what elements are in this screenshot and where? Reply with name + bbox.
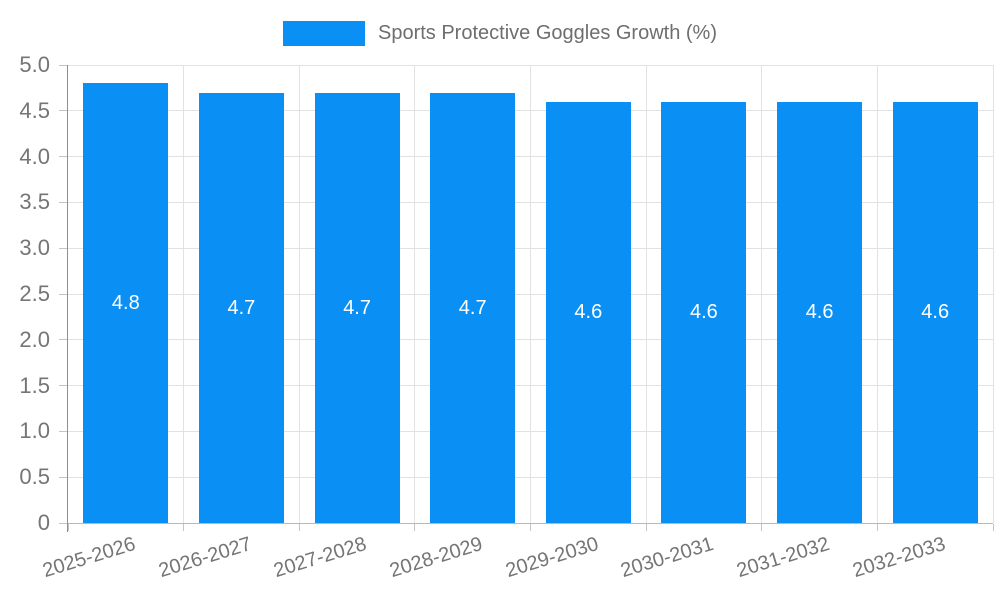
gridline-vertical: [298, 65, 300, 523]
y-axis-label: 0: [37, 510, 50, 535]
bar-value-label: 4.8: [111, 292, 140, 315]
x-axis-tick: [183, 524, 185, 531]
bar[interactable]: 4.7: [198, 92, 284, 523]
x-axis-tick: [530, 524, 531, 531]
bar-value-label: 4.6: [689, 301, 718, 324]
x-axis-label: 2025-2026: [40, 533, 139, 583]
x-axis-tick: [298, 524, 300, 531]
x-axis-label: 2031-2032: [734, 533, 832, 583]
gridline-vertical: [183, 65, 185, 523]
bar[interactable]: 4.6: [661, 101, 747, 523]
y-axis-label: 0.5: [19, 464, 50, 490]
x-axis-tick: [414, 524, 416, 531]
bar-value-label: 4.6: [574, 301, 603, 324]
y-axis-line: [67, 65, 68, 532]
bar[interactable]: 4.7: [314, 92, 400, 523]
gridline-vertical: [414, 65, 416, 523]
legend[interactable]: Sports Protective Goggles Growth (%): [0, 21, 1000, 46]
bar-value-label: 4.7: [343, 296, 371, 319]
bar-value-label: 4.6: [921, 301, 950, 324]
y-axis-label: 1.5: [19, 372, 50, 398]
bar-value-label: 4.7: [458, 296, 487, 319]
x-axis-tick: [876, 524, 878, 531]
y-axis-tick: [59, 430, 67, 432]
bar[interactable]: 4.6: [545, 101, 631, 523]
x-axis-tick: [645, 524, 647, 531]
y-axis-tick: [59, 201, 67, 203]
bar[interactable]: 4.7: [430, 92, 516, 523]
gridline-vertical: [645, 65, 647, 523]
y-axis-label: 4.5: [19, 97, 50, 123]
bar[interactable]: 4.8: [83, 83, 169, 523]
x-axis-tick: [67, 524, 69, 531]
y-axis-tick: [59, 522, 67, 524]
x-axis-label: 2027-2028: [271, 533, 370, 583]
y-axis-tick: [59, 110, 67, 112]
x-axis-line: [68, 523, 993, 524]
y-axis-label: 3.0: [19, 235, 50, 261]
y-axis-tick: [59, 293, 67, 295]
bar-value-label: 4.7: [227, 296, 256, 319]
y-axis-label: 3.5: [19, 189, 50, 215]
y-axis-label: 4.0: [19, 143, 50, 169]
y-axis-label: 2.0: [19, 326, 50, 352]
x-axis-tick: [761, 524, 763, 531]
legend-label: Sports Protective Goggles Growth (%): [377, 22, 717, 44]
x-axis-label: 2032-2033: [849, 533, 948, 583]
y-axis-tick: [59, 64, 67, 66]
bar[interactable]: 4.6: [892, 101, 978, 523]
y-axis-tick: [59, 247, 67, 249]
gridline-vertical: [761, 65, 763, 523]
y-axis-tick: [59, 476, 67, 478]
bar[interactable]: 4.6: [777, 101, 863, 523]
x-axis-label: 2026-2027: [155, 533, 254, 583]
x-axis-label: 2029-2030: [502, 533, 601, 583]
x-axis-label: 2028-2029: [387, 533, 486, 583]
y-axis-tick: [59, 385, 67, 387]
gridline-vertical: [876, 65, 878, 523]
x-axis-tick: [992, 524, 994, 531]
plot-area: 4.8 4.7 4.7 4.7 4.6 4.6 4.6 4.6: [59, 64, 994, 532]
y-axis-tick: [59, 156, 67, 158]
gridline-vertical: [992, 65, 994, 523]
y-axis-label: 2.5: [19, 281, 50, 306]
bar-value-label: 4.6: [805, 301, 834, 324]
y-axis-label: 1.0: [19, 418, 50, 444]
y-axis-tick: [59, 339, 67, 341]
gridline-vertical: [530, 65, 531, 523]
legend-swatch: [282, 21, 365, 46]
y-axis-label: 5.0: [19, 52, 50, 77]
x-axis-label: 2030-2031: [618, 533, 717, 583]
